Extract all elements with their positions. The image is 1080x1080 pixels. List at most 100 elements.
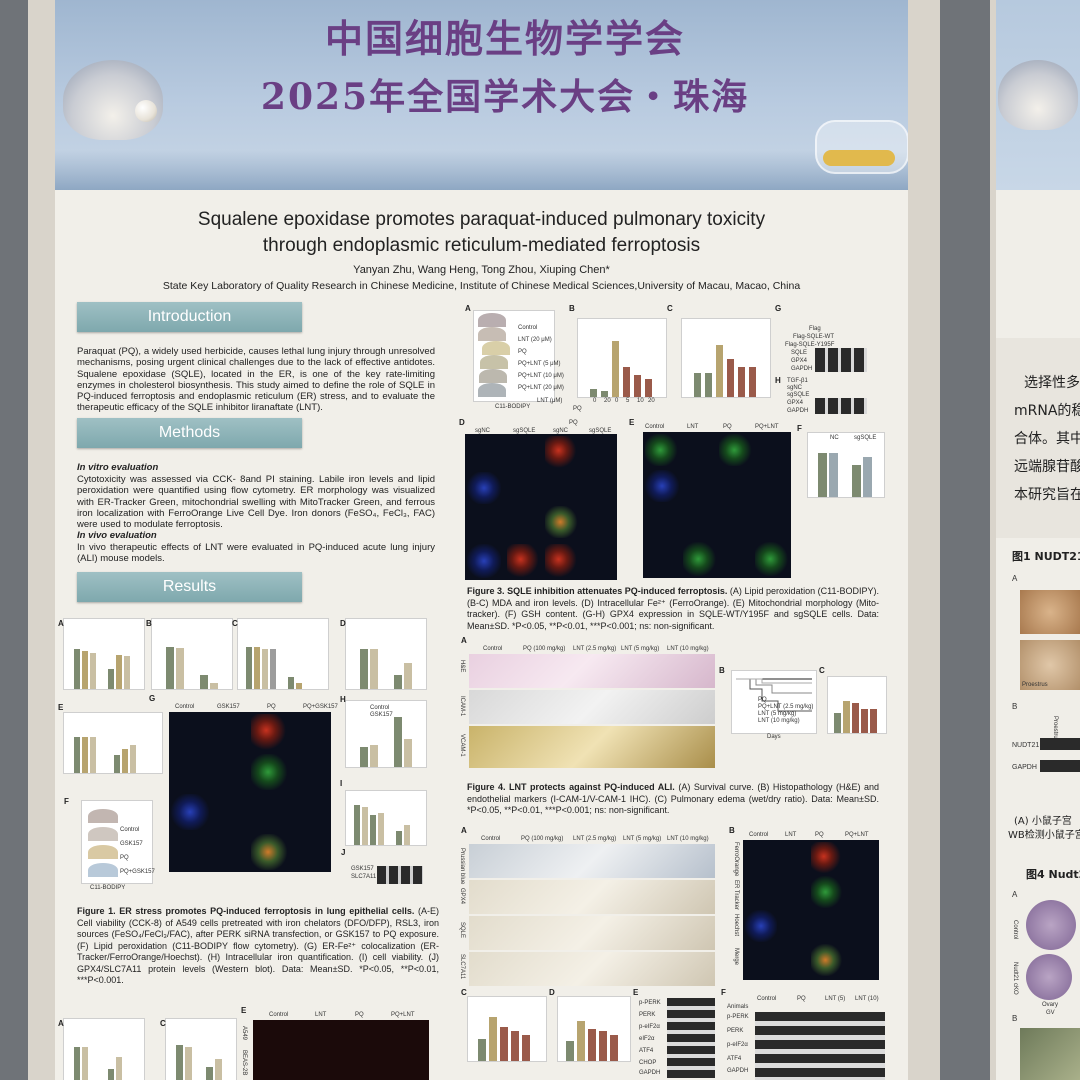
fig3-label-h: H [775,376,781,385]
neighbor-panel-b-label: B [1012,702,1018,711]
fig3e-col-2: LNT [687,424,699,430]
fig1j-row-2: SLC7A11 [351,874,377,880]
fig1f-legend-2: GSK157 [120,841,143,847]
fig1-panel-b: B [146,618,233,690]
fig5b-row-1: FerroOrange [733,842,739,877]
neighbor-blot-2 [1040,760,1080,772]
fig5b-row-4: Merge [733,948,739,966]
bottom-e-row-2: BEAS-2B [241,1050,247,1076]
invitro-text: Cytotoxicity was assessed via CCK- 8and … [77,474,435,531]
fig5a-col-1: Control [481,836,501,842]
bottom-e-col-1: Control [269,1012,289,1018]
invivo-text: In vivo therapeutic effects of LNT were … [77,542,435,565]
neighbor-fig4-panel-b: B [1012,1014,1018,1023]
fig5f-blot [755,1012,885,1080]
fig1-label-a: A [58,619,64,628]
neighbor-proestrus-col: Proestrus [1052,716,1058,742]
fig5f-row-2: PERK [727,1028,744,1034]
fig4b-legend-3: LNT (5 mg/kg) [758,711,797,717]
fig1-panel-h: H Control GSK157 [340,695,427,768]
fig5e-row-1: p-PERK [639,1000,661,1006]
bottle-sand [823,150,895,166]
fig1-label-c: C [232,619,238,628]
bottom-e-grid [253,1020,429,1080]
fig5f-group-4: LNT (10) [855,996,879,1002]
fig3g-row-1: SQLE [791,350,808,356]
fig4a-vcam-row [469,726,715,768]
bottom-e-row-1: A549 [241,1026,247,1041]
fig1-panel-c: C [232,618,329,690]
fig5e-row-3: p-eIF2α [639,1024,660,1030]
neighbor-fig4-title: 图4 Nudt2 [1026,868,1080,881]
fig5a-row-3: SQLE [459,922,465,939]
figure-1-caption-title: Figure 1. ER stress promotes PQ-induced … [77,906,415,916]
fig1-label-d: D [340,619,346,628]
neighbor-blot-1-label: NUDT21 [1012,742,1040,749]
fig3a-legend-1: Control [518,325,538,331]
fig3a-legend-3: PQ [518,349,527,355]
figure-4-caption: Figure 4. LNT protects against PQ-induce… [467,782,879,817]
fig4a-col-3: LNT (2.5 mg/kg) [573,646,617,652]
figure-4-caption-title: Figure 4. LNT protects against PQ-induce… [467,782,675,792]
fig5e-row-2: PERK [639,1012,656,1018]
fig5f-animals: Animals [727,1004,749,1010]
fig3-label-b: B [569,304,575,313]
fig3-label-d: D [459,418,465,427]
neighbor-fig1-title: 图1 NUDT21 [1012,550,1080,563]
invivo-heading: In vivo evaluation [77,530,157,541]
neighbor-banner [996,0,1080,190]
fig3d-col-3: sgNC [553,428,569,434]
introduction-text: Paraquat (PQ), a widely used herbicide, … [77,346,435,414]
neighbor-panel-a-label: A [1012,574,1018,583]
fig1-label-j: J [341,848,346,857]
fig4a-row-2: ICAM-1 [459,696,465,717]
fig3-panel-b [577,318,667,398]
banner-title-line1: 中国细胞生物学学会 [324,16,685,61]
neighbor-text-block [996,338,1080,538]
fig5b-row-3: Hoechst [733,914,739,937]
fig5f-row-1: p-PERK [727,1014,749,1020]
fig3-label-e: E [629,418,635,427]
fig4a-col-5: LNT (10 mg/kg) [667,646,709,652]
fig5a-col-2: PQ (100 mg/kg) [521,836,564,842]
conference-banner: 中国细胞生物学学会 2025年全国学术大会・珠海 [55,0,908,190]
fig5b-col-2: LNT [785,832,797,838]
fig1-label-b: B [146,619,152,628]
fig5-label-a: A [461,826,467,835]
fig3a-legend-4: PQ+LNT (5 μM) [518,361,561,367]
bottom-e-col-2: LNT [315,1012,327,1018]
fig5f-row-5: GAPDH [727,1068,749,1074]
fig4b-legend-4: LNT (10 mg/kg) [758,718,800,724]
fig4b-legend-2: PQ+LNT (2.5 mg/kg) [758,704,814,710]
fig1h-legend-1: Control [370,705,390,711]
fig3b-lnt-v5: 10 [637,398,644,404]
neighbor-ko-label: Nudt21 cKO [1012,962,1018,995]
fig5-panel-d [557,996,631,1062]
fig5a-col-5: LNT (10 mg/kg) [667,836,709,842]
bottom-panel-a: A [58,1018,145,1080]
paper-title-line1: Squalene epoxidase promotes paraquat-ind… [197,209,766,230]
fig3b-lnt-v1: 0 [593,398,597,404]
neighbor-line-3: 合体。其中 [1014,431,1080,447]
fig3-panel-c [681,318,771,398]
fig4b-legend-1: PQ [758,697,767,703]
fig3h-row-1: TGF-β1 [787,378,808,384]
figure-4-caption-text: (A) Survival curve. (B) Histopathology (… [467,782,879,815]
fig3-panel-f: NC sgSQLE [807,432,885,498]
fig3g-blot [815,348,867,372]
fig1-label-f: F [64,797,69,806]
fig1j-row-1: GSK157 [351,866,374,872]
fig3g-top-3: Flag-SQLE-Y195F [785,342,835,348]
fig1-panel-e: E [58,703,163,774]
fig5a-row-prussian [469,844,715,878]
fig3d-col-4: sgSQLE [589,428,612,434]
fig3-panel-a: Control LNT (20 μM) PQ PQ+LNT (5 μM) PQ+… [473,310,564,402]
fig4b-survival-curve [736,678,812,712]
banner-wave [55,150,908,190]
fig5e-row-5: ATF4 [639,1048,654,1054]
fig5a-row-2: GPX4 [459,888,465,905]
fig4-label-b: B [719,666,725,675]
fig5a-row-4: SLC7A11 [459,954,465,980]
fig4a-col-2: PQ (100 mg/kg) [523,646,566,652]
fig4a-he-row [469,654,715,688]
